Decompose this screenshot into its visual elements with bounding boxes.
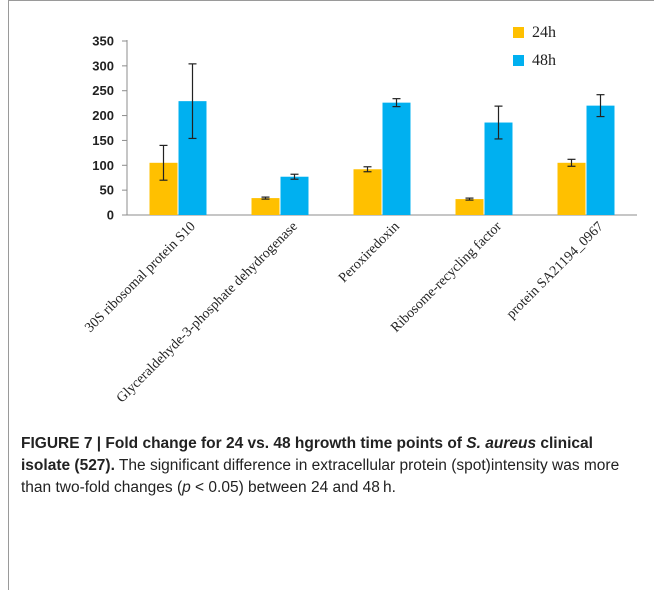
bar-24h — [251, 198, 280, 215]
legend-label-48h: 48h — [532, 52, 556, 69]
figure-border-top — [8, 0, 654, 1]
category-label: 30S ribosomal protein S10 — [82, 219, 198, 335]
caption-label: FIGURE 7 | Fold change for 24 vs. 48 hgr… — [21, 435, 467, 452]
category-labels: 30S ribosomal protein S10Glyceraldehyde-… — [82, 219, 606, 406]
y-tick-label: 200 — [92, 108, 114, 123]
figure-border-left — [8, 0, 9, 590]
caption-p: p — [182, 479, 191, 496]
category-label: Peroxiredoxin — [336, 219, 403, 286]
legend-swatch-48h — [513, 55, 524, 66]
figure-caption: FIGURE 7 | Fold change for 24 vs. 48 hgr… — [21, 433, 641, 499]
legend-swatch-24h — [513, 27, 524, 38]
y-tick-label: 300 — [92, 58, 114, 73]
caption-species: S. aureus — [466, 435, 537, 452]
bar-48h — [280, 176, 309, 215]
bar-48h — [382, 102, 411, 215]
y-axis: 0 50 100 150 200 250 300 350 — [92, 34, 637, 223]
category-label: Ribosome-recycling factor — [388, 219, 505, 336]
bar-24h — [455, 199, 484, 215]
y-tick-label: 250 — [92, 83, 114, 98]
caption-text-1: The significant difference in extracellu… — [21, 457, 620, 496]
bar-24h — [557, 162, 586, 215]
legend-label-24h: 24h — [532, 24, 556, 41]
y-tick-label: 50 — [100, 183, 114, 198]
y-tick-label: 150 — [92, 133, 114, 148]
bar-24h — [353, 169, 382, 215]
bar-chart: 0 50 100 150 200 250 300 350 30S ribosomal prot… — [82, 24, 637, 406]
bar-48h — [586, 105, 615, 215]
category-label: Glyceraldehyde-3-phosphate dehydrogenase — [114, 219, 301, 406]
caption-text-2: < 0.05) between 24 and 48 h. — [190, 479, 396, 496]
y-tick-label: 350 — [92, 34, 114, 49]
legend: 24h 48h — [513, 24, 556, 69]
y-tick-label: 0 — [107, 208, 114, 223]
y-tick-label: 100 — [92, 158, 114, 173]
caption-label-end: clinical isolate (527). — [21, 435, 593, 474]
category-label: protein SA21194_0967 — [504, 219, 607, 322]
bars — [149, 63, 615, 215]
